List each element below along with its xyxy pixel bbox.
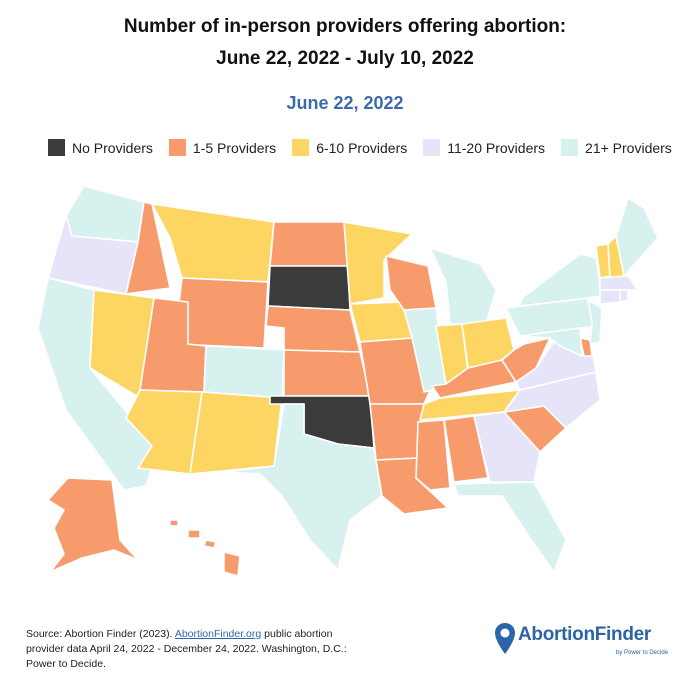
legend-label-low: 1-5 Providers (192, 139, 277, 156)
state-TX (223, 403, 383, 571)
state-MA (599, 275, 639, 291)
legend-label-mid: 6-10 Providers (316, 139, 408, 156)
source-link[interactable]: AbortionFinder.org (174, 628, 262, 640)
source-prefix: Source: Abortion Finder (2023). (26, 628, 175, 640)
legend-item-top: 21+ Providers (561, 139, 672, 156)
legend-swatch-top (561, 139, 579, 156)
state-ME (615, 197, 659, 277)
legend-swatch-low (168, 139, 186, 156)
state-RI (619, 289, 629, 303)
state-SD (267, 265, 351, 311)
us-map (37, 185, 659, 577)
legend-item-none: No Providers (48, 139, 153, 156)
legend-swatch-mid (292, 139, 310, 156)
source-note: Source: Abortion Finder (2023). Abortion… (26, 627, 356, 672)
legend-item-high: 11-20 Providers (423, 139, 545, 156)
state-NJ (587, 299, 603, 345)
state-ID (125, 201, 171, 295)
legend-swatch-high (423, 139, 441, 156)
state-MN (343, 221, 413, 305)
legend-label-high: 11-20 Providers (447, 139, 546, 156)
date-label: June 22, 2022 (286, 93, 404, 113)
legend-label-top: 21+ Providers (585, 139, 672, 156)
state-AR (369, 403, 425, 461)
state-AK (47, 477, 139, 573)
state-ND (269, 221, 349, 267)
state-HI (169, 519, 241, 577)
logo-tagline: by Power to Decide (616, 650, 669, 656)
source-suffix: public abortion provider data April 24, … (26, 628, 347, 670)
legend-item-low: 1-5 Providers (168, 139, 277, 156)
state-NE (265, 305, 361, 353)
state-MT (151, 203, 275, 283)
chart-title: Number of in-person providers offering a… (123, 16, 567, 37)
logo-wordmark: AbortionFinder (518, 624, 652, 645)
legend-item-mid: 6-10 Providers (292, 139, 407, 156)
state-DE (579, 337, 593, 357)
state-FL (453, 481, 567, 573)
state-WA (65, 185, 145, 243)
state-MD (519, 327, 583, 357)
state-NM (189, 391, 283, 475)
legend: No Providers 1-5 Providers 6-10 Provider… (48, 139, 688, 156)
state-MS (415, 419, 451, 491)
map-pin-icon (495, 623, 515, 654)
state-MO (359, 337, 433, 405)
chart-subtitle: June 22, 2022 - July 10, 2022 (216, 48, 474, 69)
legend-label-none: No Providers (72, 139, 153, 156)
state-NY (519, 253, 603, 307)
state-CT (599, 289, 621, 305)
state-CO (203, 345, 285, 399)
state-KS (283, 349, 371, 397)
state-GA (473, 411, 541, 483)
state-AL (443, 415, 489, 483)
state-PA (505, 297, 597, 337)
state-MI (429, 247, 497, 325)
abortionfinder-logo: AbortionFinder by Power to Decide (494, 622, 674, 662)
legend-swatch-none (48, 139, 65, 156)
